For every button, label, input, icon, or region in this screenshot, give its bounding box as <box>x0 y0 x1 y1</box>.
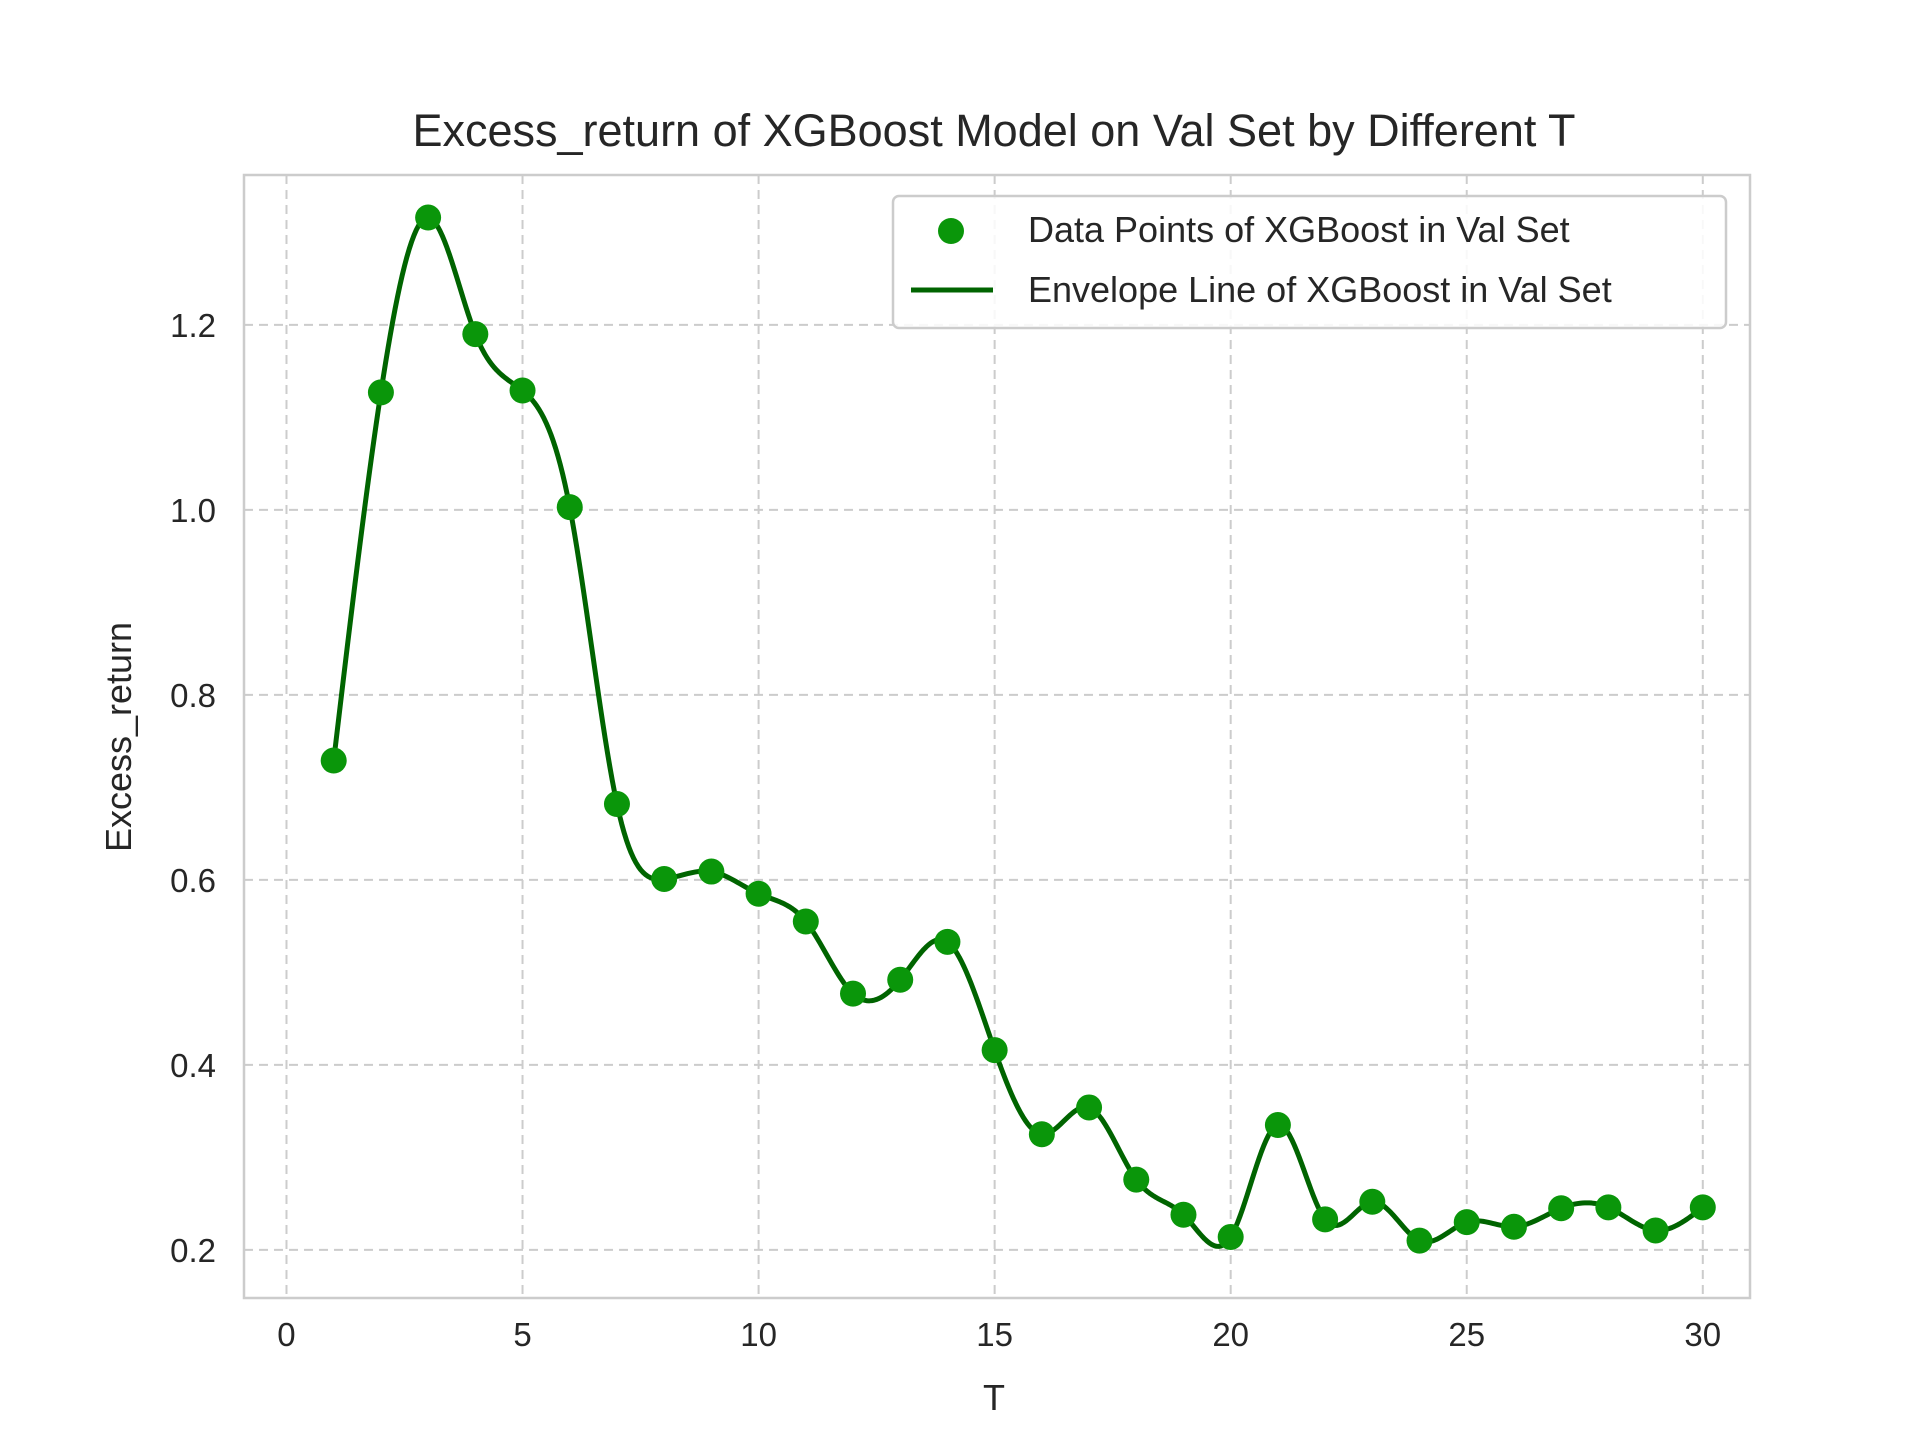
data-point <box>651 865 678 892</box>
data-point <box>1123 1166 1150 1193</box>
chart-title: Excess_return of XGBoost Model on Val Se… <box>412 105 1575 156</box>
data-point <box>792 908 819 935</box>
data-point <box>745 880 772 907</box>
data-point <box>1689 1194 1716 1221</box>
data-point <box>1548 1195 1575 1222</box>
y-tick-label: 0.2 <box>170 1232 216 1269</box>
data-point <box>1028 1121 1055 1148</box>
plot-content <box>320 204 1716 1254</box>
legend-label-line: Envelope Line of XGBoost in Val Set <box>1028 269 1612 310</box>
data-point <box>1170 1201 1197 1228</box>
data-point <box>698 858 725 885</box>
data-point <box>1217 1223 1244 1250</box>
x-tick-label: 0 <box>277 1316 295 1353</box>
data-point <box>887 966 914 993</box>
legend-marker-points <box>938 218 964 244</box>
data-point <box>415 204 442 231</box>
y-tick-label: 1.2 <box>170 307 216 344</box>
data-point <box>320 747 347 774</box>
x-tick-label: 20 <box>1212 1316 1249 1353</box>
x-tick-label: 25 <box>1448 1316 1485 1353</box>
data-point <box>1595 1194 1622 1221</box>
y-tick-label: 1.0 <box>170 492 216 529</box>
legend: Data Points of XGBoost in Val Set Envelo… <box>891 194 1728 330</box>
data-point <box>1359 1188 1386 1215</box>
data-point <box>1076 1094 1103 1121</box>
data-point <box>509 377 536 404</box>
data-point <box>1312 1206 1339 1233</box>
x-tick-label: 15 <box>976 1316 1013 1353</box>
y-axis-label: Excess_return <box>98 622 139 852</box>
data-point <box>603 791 630 818</box>
data-point <box>462 321 489 348</box>
envelope-line <box>331 215 1706 1249</box>
data-point <box>1642 1217 1669 1244</box>
y-tick-label: 0.4 <box>170 1047 216 1084</box>
data-point <box>1500 1213 1527 1240</box>
data-points <box>320 204 1716 1254</box>
y-tick-label: 0.8 <box>170 677 216 714</box>
data-point <box>840 980 867 1007</box>
x-axis-ticks: 0 5 10 15 20 25 30 <box>277 1316 1721 1353</box>
data-point <box>981 1037 1008 1064</box>
y-axis-ticks: 0.2 0.4 0.6 0.8 1.0 1.2 <box>170 307 216 1269</box>
data-point <box>934 928 961 955</box>
x-tick-label: 30 <box>1684 1316 1721 1353</box>
data-point <box>367 379 394 406</box>
plot-frame <box>242 173 1752 1300</box>
x-axis-label: T <box>983 1377 1005 1418</box>
data-point <box>556 494 583 521</box>
y-tick-label: 0.6 <box>170 862 216 899</box>
data-point <box>1453 1209 1480 1236</box>
x-tick-label: 10 <box>740 1316 777 1353</box>
legend-label-points: Data Points of XGBoost in Val Set <box>1028 209 1570 250</box>
legend-box <box>891 194 1728 330</box>
data-point <box>1264 1112 1291 1139</box>
x-tick-label: 5 <box>513 1316 531 1353</box>
data-point <box>1406 1227 1433 1254</box>
